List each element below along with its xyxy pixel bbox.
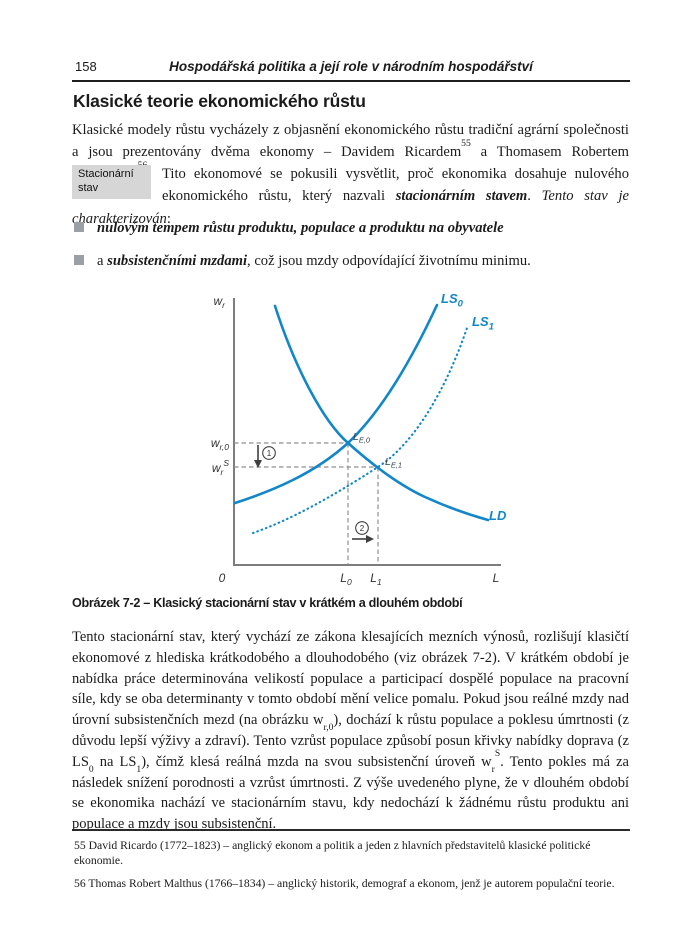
curve-ls0 (233, 303, 439, 505)
page-number: 158 (75, 59, 97, 74)
margin-note-line2: stav (78, 181, 99, 194)
footnote-number: 56 (74, 877, 86, 890)
step-2-circle (355, 521, 369, 535)
x-axis-label: L (493, 571, 500, 585)
step-2-number: 2 (360, 524, 365, 533)
page-header: 158 Hospodářská politika a její role v n… (72, 59, 630, 77)
margin-note-line1: Stacionární (78, 168, 134, 180)
wr0-label: wr,0 (211, 436, 229, 452)
step-1-circle (262, 446, 276, 460)
footnote-number: 55 (74, 839, 86, 852)
list-item: a subsistenčními mzdami, což jsou mzdy o… (72, 251, 629, 271)
l1-label: L1 (370, 571, 382, 587)
footnote-56: 56 Thomas Robert Malthus (1766–1834) – a… (74, 876, 629, 891)
footnote-55: 55 David Ricardo (1772–1823) – anglický … (74, 838, 629, 868)
stationary-text: Tito ekonomové se pokusili vysvětlit, pr… (72, 166, 630, 227)
l0-label: L0 (340, 571, 352, 587)
running-title: Hospodářská politika a její role v národ… (169, 59, 533, 74)
footnotes: 55 David Ricardo (1772–1823) – anglický … (74, 838, 629, 899)
curve-ld (273, 304, 490, 522)
bullet-text: a subsistenčními mzdami, což jsou mzdy o… (97, 253, 531, 269)
y-axis-label: wr (213, 294, 226, 310)
footnote-rule (72, 829, 630, 831)
ls1-curve-label: LS1 (472, 314, 494, 333)
bullet-list: nulovým tempem růstu produktu, populace … (72, 218, 629, 284)
le1-point-label: LE,1 (385, 456, 402, 470)
figure-caption: Obrázek 7-2 – Klasický stacionární stav … (72, 596, 463, 610)
footnote-text: Thomas Robert Malthus (1766–1834) – angl… (88, 877, 615, 890)
wrs-label: wrS (212, 458, 230, 477)
list-item: nulovým tempem růstu produktu, populace … (72, 218, 629, 238)
curve-ls1-dotted (251, 323, 470, 535)
margin-note: Stacionární stav (72, 165, 151, 199)
step-1-number: 1 (267, 449, 272, 458)
arrow-1-head (254, 460, 262, 468)
le0-point-label: LE,0 (353, 431, 371, 445)
stationary-paragraph: Stacionární stav Tito ekonomové se pokus… (72, 163, 629, 230)
square-bullet-icon (74, 255, 84, 265)
header-rule (72, 80, 630, 82)
labor-market-diagram: 1 2 wr 0 L wr,0 wrS L0 L1 (211, 291, 507, 587)
figure-7-2: 1 2 wr 0 L wr,0 wrS L0 L1 (185, 283, 525, 593)
arrow-2-head (366, 535, 374, 543)
bullet-text: nulovým tempem růstu produktu, populace … (97, 220, 504, 236)
footnote-text: David Ricardo (1772–1823) – anglický eko… (74, 839, 591, 867)
origin-label: 0 (219, 571, 226, 585)
ld-curve-label: LD (489, 508, 507, 523)
ls0-curve-label: LS0 (441, 291, 464, 310)
section-heading: Klasické teorie ekonomického růstu (73, 91, 366, 111)
square-bullet-icon (74, 222, 84, 232)
body-paragraph: Tento stacionární stav, který vychází ze… (72, 629, 629, 833)
axes (233, 298, 501, 566)
